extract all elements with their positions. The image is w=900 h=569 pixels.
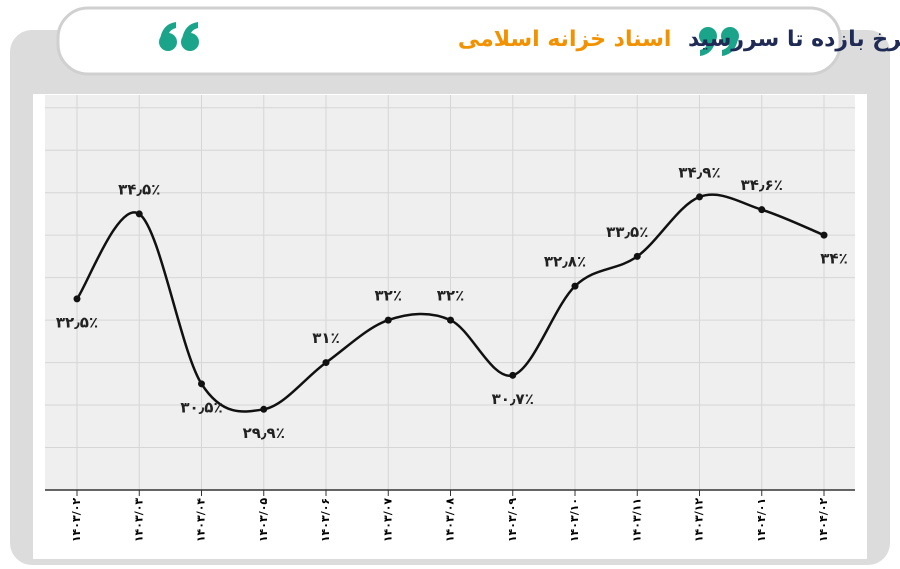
- value-label: ۳۲٫۸٪: [544, 253, 586, 271]
- value-label: ۳۴٪: [820, 250, 847, 268]
- value-label: ۳۲٪: [437, 287, 464, 305]
- x-tick-label: ۱۴۰۳/۰۵: [257, 498, 270, 543]
- point: [384, 316, 392, 324]
- x-tick-label: ۱۴۰۴/۰۱: [755, 498, 768, 542]
- x-tick-label: ۱۴۰۳/۱۰: [568, 498, 581, 542]
- x-tick-label: ۱۴۰۴/۰۲: [817, 498, 830, 543]
- value-label: ۲۹٫۹٪: [243, 424, 285, 442]
- value-label: ۳۰٫۷٪: [492, 390, 534, 408]
- point: [260, 405, 268, 413]
- point: [696, 193, 703, 201]
- point: [509, 371, 517, 379]
- title-pill: [56, 6, 842, 76]
- point: [820, 231, 828, 239]
- x-tick-label: ۱۴۰۳/۰۷: [381, 498, 394, 543]
- point: [447, 316, 454, 324]
- plot: ۱۴۰۳/۰۲ ۱۴۰۳/۰۳ ۱۴۰۳/۰۴ ۱۴۰۳/۰۵ ۱۴۰۳/۰۶ ۱۴۰۳/…: [45, 95, 855, 542]
- x-tick-label: ۱۴۰۳/۰۸: [444, 498, 457, 543]
- point: [322, 359, 330, 367]
- x-tick-label: ۱۴۰۳/۱۱: [630, 498, 643, 542]
- quote-left: [159, 22, 199, 51]
- title-part: اسناد خزانه اسلامی: [458, 27, 671, 52]
- value-label: ۳۲٪: [375, 287, 402, 305]
- x-tick-label: ۱۴۰۳/۰۲: [70, 498, 83, 543]
- value-label: ۳۴٫۵٪: [118, 180, 160, 198]
- x-tick-label: ۱۴۰۳/۰۹: [506, 498, 519, 543]
- x-tick-label: ۱۴۰۳/۰۳: [132, 498, 145, 543]
- line: [75, 193, 825, 413]
- point: [198, 380, 205, 388]
- value-label: ۳۳٫۵٪: [606, 223, 648, 241]
- point: [633, 252, 641, 260]
- value-label: ۳۲٫۵٪: [56, 313, 98, 331]
- point: [571, 282, 579, 290]
- value-label: ۳۴٫۶٪: [741, 176, 783, 194]
- x-tick-label: ۱۴۰۳/۰۶: [319, 498, 332, 542]
- title-part: نرخ بازده تا سررسید: [688, 27, 900, 52]
- x-tick-label: ۱۴۰۳/۰۴: [195, 498, 208, 543]
- value-label: ۳۰٫۵٪: [180, 398, 222, 416]
- value-label: ۳۱٪: [312, 329, 339, 347]
- x-tick-label: ۱۴۰۳/۱۲: [693, 498, 706, 543]
- value-label: ۳۴٫۹٪: [678, 163, 720, 181]
- point: [73, 295, 81, 303]
- point: [758, 206, 766, 214]
- quote-right: [699, 27, 739, 56]
- point: [135, 210, 143, 218]
